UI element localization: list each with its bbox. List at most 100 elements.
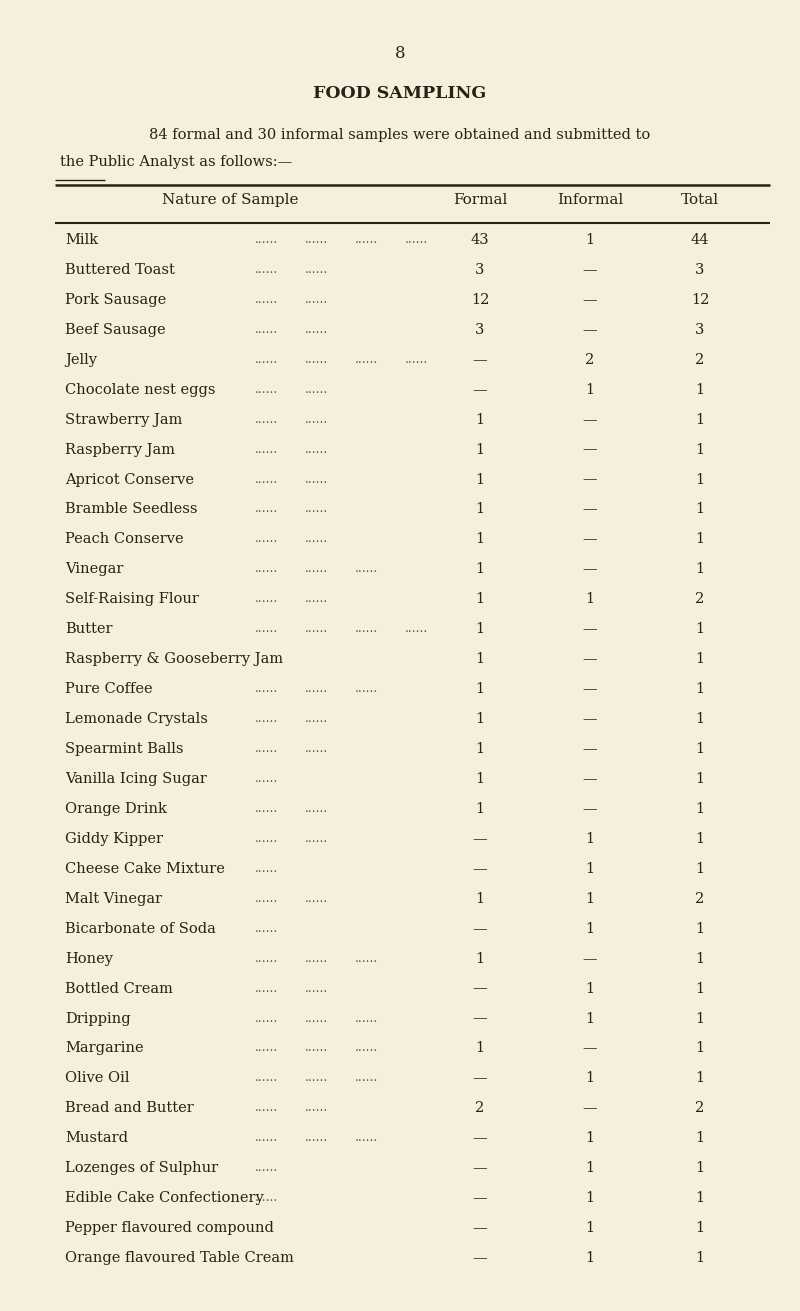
- Text: FOOD SAMPLING: FOOD SAMPLING: [314, 85, 486, 102]
- Text: 8: 8: [394, 45, 406, 62]
- Text: ......: ......: [355, 623, 378, 636]
- Text: ......: ......: [255, 353, 278, 366]
- Text: —: —: [473, 832, 487, 846]
- Text: the Public Analyst as follows:—: the Public Analyst as follows:—: [60, 155, 292, 169]
- Text: ......: ......: [255, 1071, 278, 1084]
- Text: 1: 1: [695, 1041, 705, 1055]
- Text: ......: ......: [255, 413, 278, 426]
- Text: —: —: [582, 502, 598, 517]
- Text: 1: 1: [475, 742, 485, 756]
- Text: 2: 2: [695, 891, 705, 906]
- Text: ......: ......: [405, 353, 428, 366]
- Text: —: —: [582, 1101, 598, 1116]
- Text: —: —: [582, 682, 598, 696]
- Text: 1: 1: [695, 652, 705, 666]
- Text: Honey: Honey: [65, 952, 113, 966]
- Text: ......: ......: [305, 982, 328, 995]
- Text: ......: ......: [255, 233, 278, 246]
- Text: 1: 1: [475, 802, 485, 815]
- Text: 3: 3: [475, 264, 485, 277]
- Text: ......: ......: [305, 593, 328, 606]
- Text: ......: ......: [255, 1101, 278, 1114]
- Text: 1: 1: [695, 1071, 705, 1086]
- Text: ......: ......: [305, 502, 328, 515]
- Text: 1: 1: [695, 472, 705, 486]
- Text: Pork Sausage: Pork Sausage: [65, 292, 166, 307]
- Text: 1: 1: [695, 502, 705, 517]
- Text: 1: 1: [586, 1012, 594, 1025]
- Text: ......: ......: [355, 233, 378, 246]
- Text: 1: 1: [475, 562, 485, 577]
- Text: Spearmint Balls: Spearmint Balls: [65, 742, 183, 756]
- Text: Cheese Cake Mixture: Cheese Cake Mixture: [65, 861, 225, 876]
- Text: —: —: [582, 802, 598, 815]
- Text: —: —: [473, 1162, 487, 1175]
- Text: Jelly: Jelly: [65, 353, 97, 367]
- Text: ......: ......: [255, 562, 278, 576]
- Text: 1: 1: [586, 1192, 594, 1205]
- Text: 1: 1: [475, 443, 485, 456]
- Text: Dripping: Dripping: [65, 1012, 130, 1025]
- Text: ......: ......: [255, 502, 278, 515]
- Text: Peach Conserve: Peach Conserve: [65, 532, 184, 547]
- Text: Mustard: Mustard: [65, 1131, 128, 1146]
- Text: —: —: [473, 861, 487, 876]
- Text: ......: ......: [305, 413, 328, 426]
- Text: 1: 1: [475, 712, 485, 726]
- Text: ......: ......: [255, 1012, 278, 1024]
- Text: 1: 1: [695, 443, 705, 456]
- Text: ......: ......: [305, 353, 328, 366]
- Text: ......: ......: [305, 472, 328, 485]
- Text: 1: 1: [475, 593, 485, 606]
- Text: 1: 1: [586, 1071, 594, 1086]
- Text: Malt Vinegar: Malt Vinegar: [65, 891, 162, 906]
- Text: Nature of Sample: Nature of Sample: [162, 193, 298, 207]
- Text: Butter: Butter: [65, 623, 113, 636]
- Text: —: —: [473, 1071, 487, 1086]
- Text: ......: ......: [255, 383, 278, 396]
- Text: ......: ......: [355, 1071, 378, 1084]
- Text: ......: ......: [305, 233, 328, 246]
- Text: —: —: [473, 1192, 487, 1205]
- Text: 84 formal and 30 informal samples were obtained and submitted to: 84 formal and 30 informal samples were o…: [150, 128, 650, 142]
- Text: ......: ......: [305, 383, 328, 396]
- Text: 1: 1: [475, 891, 485, 906]
- Text: 1: 1: [695, 922, 705, 936]
- Text: Milk: Milk: [65, 233, 98, 246]
- Text: 1: 1: [475, 1041, 485, 1055]
- Text: —: —: [582, 742, 598, 756]
- Text: ......: ......: [355, 1131, 378, 1145]
- Text: ......: ......: [355, 1012, 378, 1024]
- Text: Beef Sausage: Beef Sausage: [65, 323, 166, 337]
- Text: ......: ......: [255, 623, 278, 636]
- Text: ......: ......: [355, 562, 378, 576]
- Text: Apricot Conserve: Apricot Conserve: [65, 472, 194, 486]
- Text: Bread and Butter: Bread and Butter: [65, 1101, 194, 1116]
- Text: —: —: [473, 1221, 487, 1235]
- Text: ......: ......: [355, 682, 378, 695]
- Text: 3: 3: [695, 323, 705, 337]
- Text: —: —: [582, 532, 598, 547]
- Text: 1: 1: [475, 472, 485, 486]
- Text: ......: ......: [255, 832, 278, 844]
- Text: —: —: [582, 472, 598, 486]
- Text: 1: 1: [695, 772, 705, 787]
- Text: —: —: [473, 922, 487, 936]
- Text: Orange Drink: Orange Drink: [65, 802, 167, 815]
- Text: 12: 12: [691, 292, 709, 307]
- Text: 2: 2: [475, 1101, 485, 1116]
- Text: 1: 1: [695, 1221, 705, 1235]
- Text: 1: 1: [695, 802, 705, 815]
- Text: 1: 1: [695, 832, 705, 846]
- Text: ......: ......: [255, 952, 278, 965]
- Text: ......: ......: [305, 1131, 328, 1145]
- Text: Raspberry & Gooseberry Jam: Raspberry & Gooseberry Jam: [65, 652, 283, 666]
- Text: —: —: [473, 353, 487, 367]
- Text: —: —: [582, 264, 598, 277]
- Text: Olive Oil: Olive Oil: [65, 1071, 130, 1086]
- Text: 1: 1: [695, 413, 705, 426]
- Text: ......: ......: [305, 742, 328, 755]
- Text: 1: 1: [586, 982, 594, 995]
- Text: ......: ......: [255, 1162, 278, 1175]
- Text: ......: ......: [255, 772, 278, 785]
